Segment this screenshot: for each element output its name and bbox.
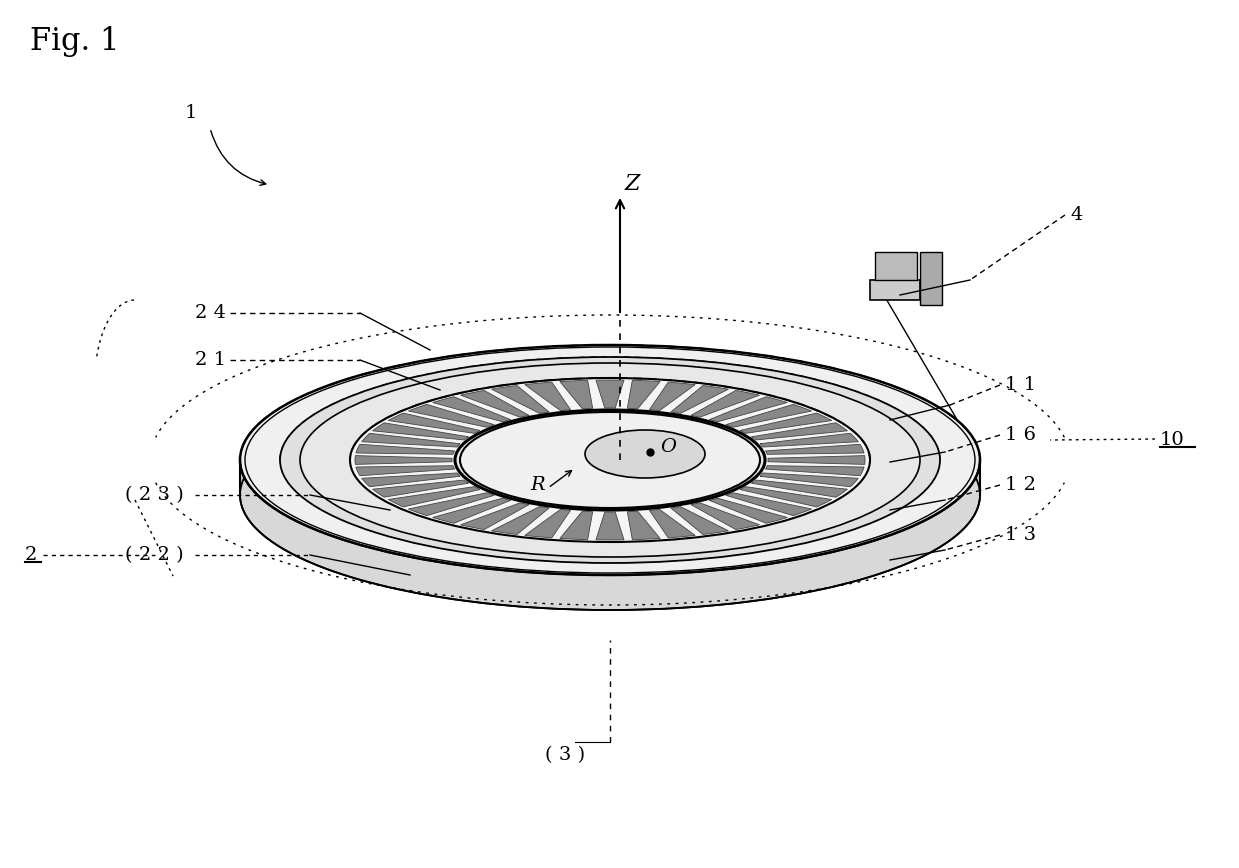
Polygon shape [525, 510, 570, 538]
Text: ( 3 ): ( 3 ) [545, 746, 585, 764]
Polygon shape [740, 413, 831, 433]
Polygon shape [768, 456, 865, 464]
Bar [870, 280, 921, 300]
Text: 4: 4 [1070, 206, 1083, 224]
Text: 1: 1 [185, 104, 197, 122]
Text: Fig. 1: Fig. 1 [30, 26, 119, 57]
Polygon shape [710, 397, 787, 422]
Polygon shape [461, 503, 529, 529]
Polygon shape [432, 498, 510, 523]
Polygon shape [432, 397, 510, 422]
Polygon shape [627, 380, 660, 409]
Polygon shape [760, 433, 859, 447]
Polygon shape [760, 473, 859, 487]
Text: 1 6: 1 6 [1005, 426, 1036, 444]
Polygon shape [627, 511, 660, 540]
Polygon shape [740, 487, 831, 507]
Polygon shape [525, 382, 570, 411]
Ellipse shape [349, 378, 870, 542]
Polygon shape [670, 385, 729, 413]
Polygon shape [670, 507, 729, 535]
Text: 1 2: 1 2 [1005, 476, 1036, 494]
Polygon shape [726, 404, 812, 427]
Polygon shape [492, 385, 549, 413]
Polygon shape [409, 404, 494, 427]
Polygon shape [240, 460, 980, 610]
Polygon shape [691, 391, 760, 418]
Polygon shape [373, 480, 468, 497]
Text: 1 3: 1 3 [1005, 526, 1036, 544]
Ellipse shape [300, 363, 921, 557]
Text: R: R [530, 476, 545, 494]
Text: Z: Z [624, 173, 641, 195]
Polygon shape [649, 510, 695, 538]
Polygon shape [596, 380, 624, 408]
Bar [921, 252, 942, 305]
Text: O: O [660, 438, 676, 456]
Polygon shape [766, 444, 864, 454]
Text: 1 1: 1 1 [1005, 376, 1036, 394]
Polygon shape [356, 466, 455, 476]
Text: 2: 2 [25, 546, 37, 564]
Text: 10: 10 [1160, 431, 1184, 449]
Polygon shape [752, 480, 847, 497]
Polygon shape [560, 380, 592, 409]
Text: 2 1: 2 1 [195, 351, 225, 369]
Polygon shape [710, 498, 787, 523]
Text: 2 4: 2 4 [195, 304, 225, 322]
Polygon shape [356, 444, 455, 454]
Polygon shape [362, 433, 460, 447]
Ellipse shape [455, 410, 764, 510]
Polygon shape [691, 503, 760, 529]
Polygon shape [388, 487, 479, 507]
Ellipse shape [240, 380, 980, 610]
Polygon shape [356, 456, 452, 464]
Polygon shape [388, 413, 479, 433]
Polygon shape [373, 423, 468, 440]
Polygon shape [752, 423, 847, 440]
Polygon shape [596, 512, 624, 540]
Bar [875, 252, 917, 280]
Text: ( 2 3 ): ( 2 3 ) [125, 486, 183, 504]
Ellipse shape [240, 345, 980, 575]
Polygon shape [409, 493, 494, 516]
Polygon shape [726, 493, 812, 516]
Polygon shape [649, 382, 695, 411]
Polygon shape [766, 466, 864, 476]
Polygon shape [461, 391, 529, 418]
Polygon shape [560, 511, 592, 540]
Polygon shape [362, 473, 460, 487]
Ellipse shape [280, 357, 940, 563]
Ellipse shape [460, 412, 760, 508]
Text: ( 2 2 ): ( 2 2 ) [125, 546, 183, 564]
Polygon shape [492, 507, 549, 535]
Ellipse shape [585, 430, 705, 478]
